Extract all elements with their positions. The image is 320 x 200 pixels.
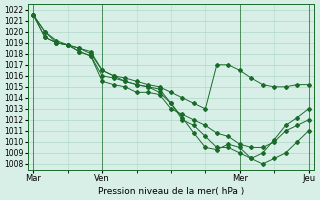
- X-axis label: Pression niveau de la mer( hPa ): Pression niveau de la mer( hPa ): [98, 187, 244, 196]
